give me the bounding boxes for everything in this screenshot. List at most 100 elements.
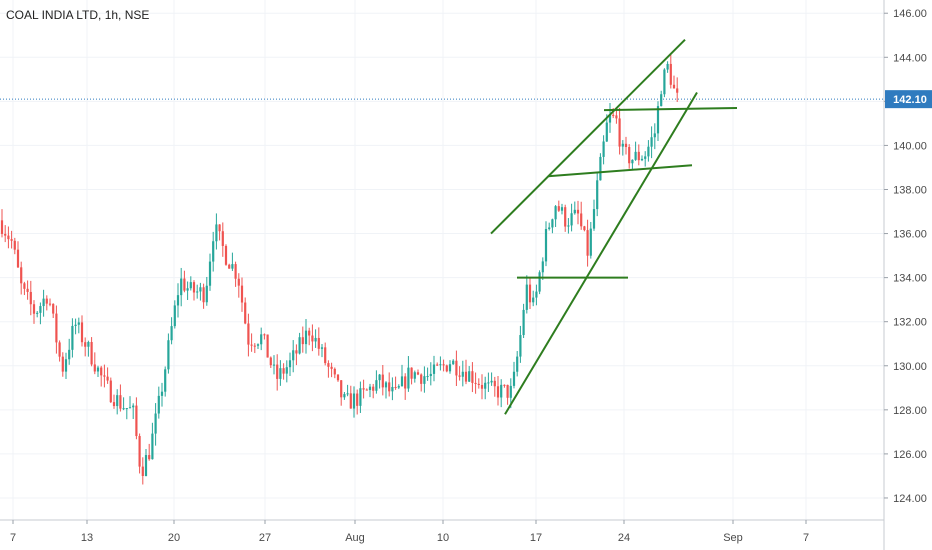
candle-body [564,207,567,227]
candle-body [304,330,308,345]
candle-body [215,224,218,242]
candle-body [538,272,541,292]
candle-body [151,433,154,460]
candle-body [503,384,506,386]
candle-body [202,287,205,303]
candle-body [164,369,167,392]
candle-body [516,356,519,372]
candle-body [109,380,112,403]
candle-body [141,466,144,476]
candle-body [199,287,202,292]
candle-body [634,151,637,160]
candle-body [343,394,346,398]
candle-body [426,376,429,378]
candle-body [340,380,343,398]
candle-body [330,366,333,369]
candle-body [119,395,122,409]
candle-body [292,350,295,361]
candle-body [477,383,480,385]
candle-body [372,386,375,391]
candle-body [77,322,80,325]
candle-body [445,365,448,372]
trendline[interactable] [504,92,698,415]
time-tick-label: Aug [345,532,365,544]
candle-body [541,261,544,273]
candle-body [490,380,493,383]
candle-body [458,375,461,377]
candle-body [512,371,516,386]
candle-body [192,282,196,293]
candle-body [359,388,362,406]
candle-body [480,384,484,389]
candle-body [256,344,260,346]
candle-body [525,284,528,310]
candle-body [240,285,244,303]
candle-body [407,367,410,389]
candle-body [317,337,320,349]
candle-body [509,385,512,398]
candle-body [272,364,276,366]
candle-body [324,347,327,364]
candle-body [637,151,640,161]
time-tick-label: 24 [618,532,630,544]
candle-body [90,341,93,365]
price-tick-label: 124.00 [893,493,927,505]
candle-body [157,395,160,414]
trendline[interactable] [490,38,686,235]
candle-body [32,304,36,314]
trendline[interactable] [603,106,738,112]
candle-body [624,143,628,148]
trendline[interactable] [547,164,693,178]
candle-body [663,69,666,95]
candle-body [64,359,68,372]
price-tick-label: 126.00 [893,449,927,461]
candle-body [180,278,183,296]
candle-body [605,122,608,142]
candle-body [45,298,48,304]
time-tick-label: 20 [168,532,180,544]
candle-body [589,228,592,256]
candle-body [394,386,397,388]
time-tick-label: 13 [81,532,93,544]
candle-body [618,118,621,147]
candle-body [391,386,394,392]
candle-body [23,283,26,289]
last-price-badge-bg [885,90,932,109]
time-tick-label: 10 [437,532,449,544]
candle-body [154,413,157,434]
candle-body [349,393,352,409]
candle-body [55,313,58,343]
candle-body [612,114,615,116]
candle-body [74,324,77,326]
candle-body [397,386,400,388]
candle-body [132,405,135,408]
candle-body [439,364,442,366]
candle-body [570,213,573,226]
candle-body [80,322,84,343]
candle-body [628,147,631,164]
candle-body [36,312,39,314]
candle-body [39,306,42,313]
candle-body [228,264,231,269]
candle-body [650,137,653,147]
candle-body [42,298,45,307]
candle-body [474,382,477,384]
candle-body [244,302,247,324]
candle-body [653,133,656,138]
candle-body [644,156,647,159]
candle-body [314,337,317,342]
candlestick-series [0,54,679,485]
time-axis[interactable]: 7 13 20 27 Aug 10 17 24 Sep 7 [0,519,884,544]
price-axis[interactable]: 124.00 126.00 128.00 130.00 132.00 134.00 136.… [883,0,927,550]
candle-body [135,405,138,437]
candle-body [224,245,228,265]
candle-body [29,291,32,305]
candle-body [48,303,52,305]
price-tick-label: 146.00 [893,8,927,20]
candle-body [10,239,13,241]
candle-body [103,375,106,377]
candle-body [602,141,605,157]
candle-body [375,380,378,391]
candle-body [125,408,128,410]
